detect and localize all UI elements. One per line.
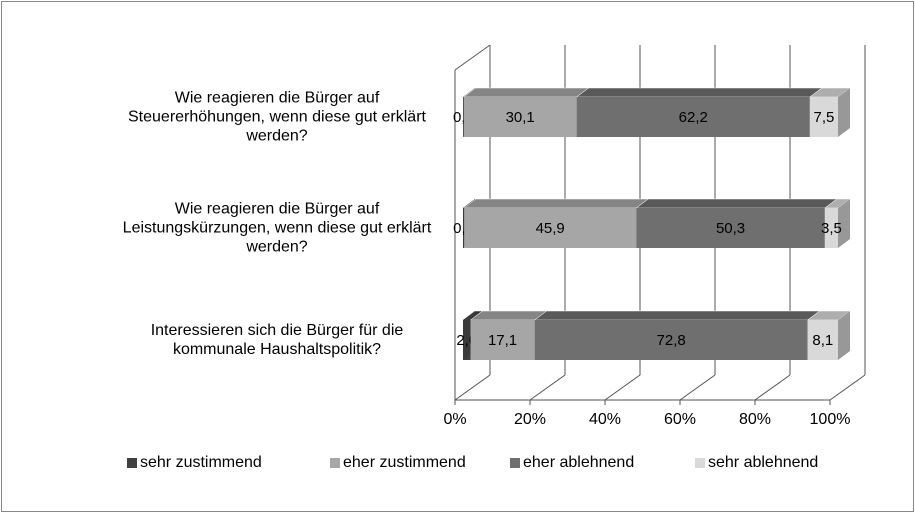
grid-line <box>829 45 866 401</box>
legend-label: sehr ablehnend <box>708 454 818 471</box>
x-tick-label: 60% <box>664 411 696 428</box>
bar-top <box>463 198 649 209</box>
value-label: 7,5 <box>814 109 835 126</box>
bar-side <box>838 199 850 248</box>
value-label: 50,3 <box>716 220 745 237</box>
bar-segment <box>463 87 590 137</box>
value-label: 3,5 <box>821 220 842 237</box>
bar-segment <box>533 310 821 360</box>
x-tick-label: 20% <box>514 411 546 428</box>
bar-top <box>575 87 823 98</box>
grid-floor <box>829 374 866 401</box>
bar-front <box>464 208 637 248</box>
legend-label: eher zustimmend <box>343 454 466 471</box>
legend-swatch <box>510 458 520 468</box>
bar-segment <box>809 87 851 137</box>
bar-top <box>463 87 590 98</box>
bar-segment <box>806 310 851 360</box>
bar-segment <box>463 198 649 248</box>
value-label: 8,1 <box>812 332 833 349</box>
x-tick-label: 0% <box>443 411 466 428</box>
legend-swatch <box>330 458 340 468</box>
value-label: 17,1 <box>488 332 517 349</box>
value-label: 62,2 <box>679 109 708 126</box>
grid-floor <box>679 374 716 401</box>
bar-front <box>809 97 838 137</box>
category-label: Wie reagieren die Bürger auf Leistungskü… <box>122 200 432 256</box>
bar-top <box>533 310 821 321</box>
bar-front <box>470 320 535 360</box>
category-label: Interessieren sich die Bürger für die ko… <box>150 322 404 358</box>
legend-label: sehr zustimmend <box>140 454 262 471</box>
bar-side <box>838 311 850 360</box>
x-tick-label: 40% <box>589 411 621 428</box>
category-label: Wie reagieren die Bürger auf Steuererhöh… <box>128 89 426 145</box>
bar-front <box>576 97 810 137</box>
grid-floor <box>604 374 641 401</box>
wall-edge <box>454 44 491 71</box>
grid-floor <box>754 374 791 401</box>
bar-front <box>463 97 577 137</box>
bar-top <box>635 198 838 209</box>
x-tick-label: 100% <box>810 411 851 428</box>
bar-front <box>824 208 838 248</box>
bar-front <box>807 320 838 360</box>
legend-swatch <box>127 458 137 468</box>
grid-floor <box>529 374 566 401</box>
bar-segment <box>824 198 851 248</box>
bar-top <box>469 310 548 321</box>
grid-floor <box>454 374 491 401</box>
bar-segment <box>575 87 823 137</box>
x-tick-label: 80% <box>739 411 771 428</box>
value-label: 72,8 <box>657 332 686 349</box>
bar-front <box>636 208 825 248</box>
value-label: 45,9 <box>536 220 565 237</box>
value-label: 30,1 <box>506 109 535 126</box>
legend-label: eher ablehnend <box>523 454 634 471</box>
legend-swatch <box>695 458 705 468</box>
bar-front <box>534 320 808 360</box>
bar-segment <box>635 198 838 248</box>
bar-side <box>838 88 850 137</box>
